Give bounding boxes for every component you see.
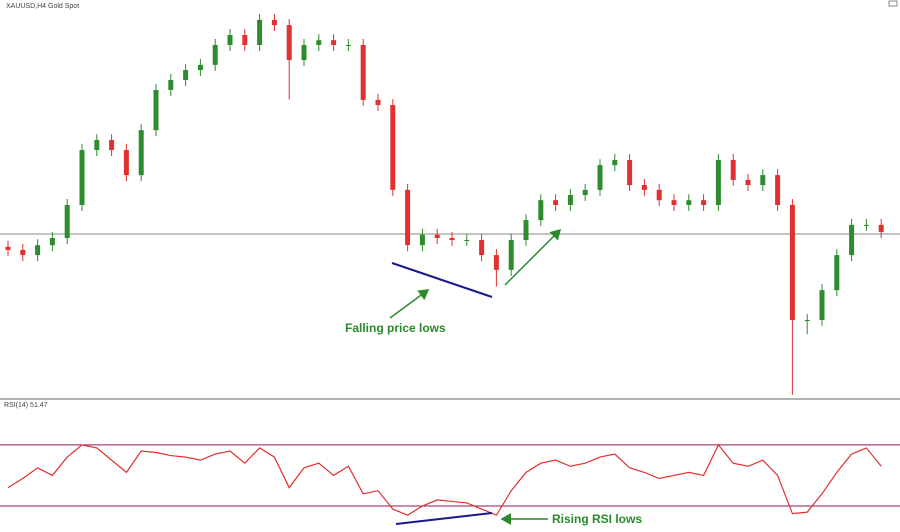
arrow: [504, 228, 562, 286]
corner-icon: [888, 0, 898, 7]
candle-body: [168, 79, 174, 90]
candle-body: [271, 19, 277, 26]
candle-body: [479, 239, 485, 256]
candle-body: [109, 140, 115, 151]
candle-body: [257, 19, 263, 45]
candle-body: [804, 319, 810, 321]
candle-body: [775, 175, 781, 205]
candle-body: [627, 159, 633, 186]
candle-body: [789, 204, 795, 320]
candle-body: [730, 159, 736, 180]
candle-body: [434, 234, 440, 239]
candle-body: [197, 64, 203, 71]
candle-body: [5, 246, 11, 250]
candle-body: [227, 35, 233, 45]
candle-body: [183, 70, 189, 80]
candle-body: [212, 44, 218, 65]
candle-body: [715, 159, 721, 205]
chart-title: XAUUSD,H4 Gold Spot: [6, 3, 79, 10]
candle-body: [671, 200, 677, 205]
candle-body: [612, 159, 618, 166]
annotation: Rising RSI lows: [552, 512, 642, 526]
candle-body: [242, 35, 248, 45]
candle-body: [493, 255, 499, 270]
candle-body: [701, 200, 707, 205]
price-panel: [0, 13, 900, 395]
candle-body: [834, 255, 840, 291]
annotation: Falling price lows: [345, 321, 446, 335]
arrow: [389, 289, 430, 319]
candle-body: [449, 238, 455, 240]
candle-body: [79, 150, 85, 205]
candle-body: [656, 189, 662, 201]
candle-body: [286, 25, 292, 61]
candle-body: [138, 130, 144, 176]
candle-body: [94, 140, 100, 151]
candle-body: [538, 200, 544, 221]
candle-body: [878, 224, 884, 233]
candle-body: [849, 224, 855, 256]
candle-body: [582, 189, 588, 196]
candle-body: [360, 44, 366, 100]
candle-body: [760, 175, 766, 186]
rsi-panel: [0, 443, 900, 516]
rsi-line: [7, 443, 882, 516]
candle-body: [686, 200, 692, 205]
candle-body: [64, 204, 70, 239]
candle-body: [20, 249, 26, 256]
candle-body: [553, 200, 559, 205]
candle-body: [745, 179, 751, 186]
rsi-trendline: [395, 512, 493, 525]
candle-body: [390, 105, 396, 190]
candle-body: [405, 189, 411, 246]
candle-body: [508, 239, 514, 270]
rsi-title: RSI(14) 51.47: [4, 402, 48, 409]
candle-body: [35, 245, 41, 256]
candle-body: [345, 44, 351, 46]
candle-body: [419, 234, 425, 246]
candle-body: [331, 40, 337, 45]
candle-body: [464, 239, 470, 241]
candle-body: [641, 185, 647, 190]
price-trendline: [391, 262, 493, 298]
candle-body: [316, 40, 322, 45]
candle-body: [123, 150, 129, 176]
candle-body: [375, 99, 381, 106]
candle-body: [597, 165, 603, 190]
candle-body: [523, 220, 529, 240]
candle-body: [863, 224, 869, 226]
candle-body: [301, 44, 307, 61]
candle-body: [819, 290, 825, 320]
candle-body: [49, 238, 55, 246]
candle-body: [567, 195, 573, 205]
candle-body: [153, 89, 159, 131]
